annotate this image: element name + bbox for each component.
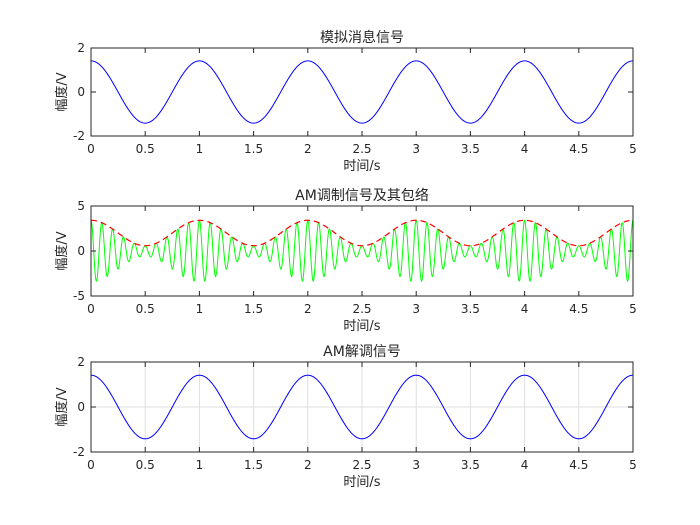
chart-title: AM解调信号: [323, 344, 401, 360]
x-tick-label: 1.5: [244, 302, 263, 316]
x-tick-label: 2: [304, 142, 312, 156]
x-tick-label: 3.5: [461, 142, 480, 156]
x-tick-label: 4.5: [569, 302, 588, 316]
x-tick-label: 3: [412, 142, 420, 156]
y-tick-label: -2: [73, 129, 85, 143]
x-tick-label: 2: [304, 458, 312, 472]
y-tick-label: -2: [73, 445, 85, 459]
x-tick-label: 1: [196, 458, 204, 472]
x-tick-label: 0: [87, 142, 95, 156]
x-tick-label: 0.5: [136, 458, 155, 472]
y-axis-label: 幅度/V: [54, 72, 70, 111]
y-axis-label: 幅度/V: [54, 231, 70, 270]
y-tick-label: -5: [73, 289, 85, 303]
y-tick-label: 2: [77, 355, 85, 369]
x-tick-label: 1.5: [244, 142, 263, 156]
x-tick-label: 4: [521, 142, 529, 156]
x-axis-label: 时间/s: [343, 475, 380, 490]
x-axis-label: 时间/s: [343, 319, 380, 334]
x-tick-label: 3: [412, 302, 420, 316]
chart-title: 模拟消息信号: [320, 29, 404, 46]
x-tick-label: 3.5: [461, 302, 480, 316]
y-tick-label: 5: [77, 199, 85, 213]
x-tick-label: 4.5: [569, 142, 588, 156]
x-tick-label: 1: [196, 302, 204, 316]
y-tick-label: 2: [77, 41, 85, 55]
x-tick-label: 1: [196, 142, 204, 156]
x-axis-label: 时间/s: [343, 159, 380, 174]
y-tick-label: 0: [77, 400, 85, 414]
x-tick-label: 0.5: [136, 142, 155, 156]
x-tick-label: 2.5: [352, 142, 371, 156]
x-tick-label: 5: [629, 458, 637, 472]
x-tick-label: 5: [629, 142, 637, 156]
series-line-signal: [90, 374, 634, 440]
series-line-envelope: [90, 219, 634, 247]
plot-area: [91, 48, 633, 136]
y-axis-label: 幅度/V: [54, 387, 70, 426]
x-tick-label: 4: [521, 302, 529, 316]
x-tick-label: 3.5: [461, 458, 480, 472]
chart-title: AM调制信号及其包络: [295, 188, 429, 204]
x-tick-label: 4.5: [569, 458, 588, 472]
y-tick-label: 0: [77, 85, 85, 99]
y-tick-label: 0: [77, 244, 85, 258]
series-line-signal: [90, 60, 634, 124]
x-tick-label: 5: [629, 302, 637, 316]
x-tick-label: 3: [412, 458, 420, 472]
x-tick-label: 2.5: [352, 302, 371, 316]
x-tick-label: 0: [87, 302, 95, 316]
x-tick-label: 0: [87, 458, 95, 472]
x-tick-label: 2.5: [352, 458, 371, 472]
x-tick-label: 4: [521, 458, 529, 472]
x-tick-label: 1.5: [244, 458, 263, 472]
x-tick-label: 0.5: [136, 302, 155, 316]
subplot-2: 0 0.5 1 1.5 2 2.5 3 3.5 4 4.5 5-505AM调制信号及其包络时间/s幅…: [54, 188, 637, 334]
plot-area: [91, 206, 633, 296]
x-tick-label: 2: [304, 302, 312, 316]
